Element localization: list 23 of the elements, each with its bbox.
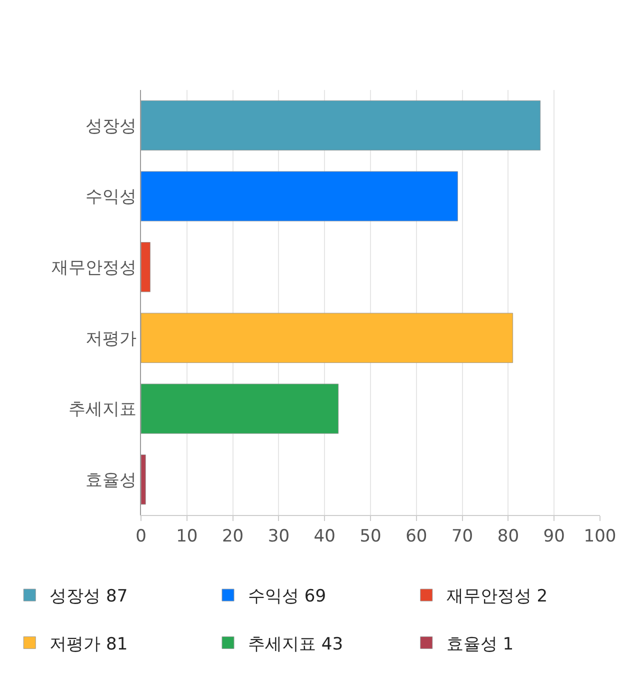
y-tick-label: 수익성 bbox=[86, 187, 137, 208]
x-tick-label: 60 bbox=[406, 526, 428, 546]
legend-label: 성장성 87 bbox=[50, 586, 128, 607]
legend-label: 저평가 81 bbox=[50, 634, 128, 654]
x-tick-label: 30 bbox=[268, 526, 290, 546]
y-tick-label: 저평가 bbox=[86, 328, 137, 349]
y-tick-label: 재무안정성 bbox=[52, 258, 137, 278]
y-tick-label: 효율성 bbox=[86, 470, 137, 491]
x-tick-label: 80 bbox=[497, 526, 520, 546]
x-tick-label: 70 bbox=[451, 526, 474, 546]
y-tick-label: 추세지표 bbox=[68, 400, 137, 420]
x-tick-label: 10 bbox=[176, 526, 198, 546]
legend-label: 수익성 69 bbox=[248, 586, 326, 607]
x-tick-label: 0 bbox=[136, 526, 146, 546]
y-tick-label: 성장성 bbox=[86, 116, 137, 136]
x-tick-label: 90 bbox=[543, 526, 565, 546]
x-tick-label: 100 bbox=[584, 526, 616, 546]
legend-label: 효율성 1 bbox=[446, 634, 514, 654]
x-tick-label: 20 bbox=[222, 526, 244, 546]
legend-label: 추세지표 43 bbox=[248, 634, 344, 654]
x-tick-label: 50 bbox=[360, 526, 382, 546]
x-tick-label: 40 bbox=[314, 526, 336, 546]
legend-label: 재무안정성 2 bbox=[446, 586, 548, 607]
